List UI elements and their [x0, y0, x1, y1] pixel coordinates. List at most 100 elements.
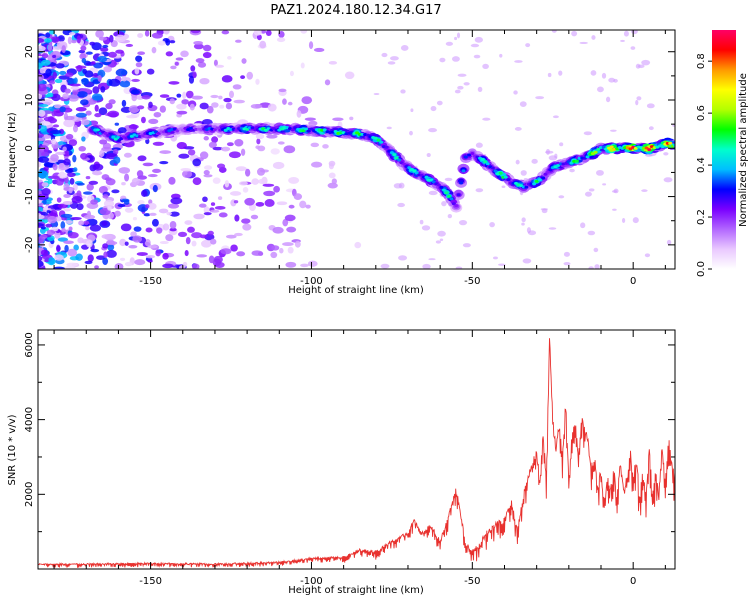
spectrogram-noise-cell	[107, 205, 112, 211]
spectrogram-data	[38, 30, 675, 269]
colorbar-tick-label: 0.6	[696, 105, 707, 121]
spectrogram-x-axis: -150 -100 -50 0	[53, 30, 666, 287]
spectrogram-noise-cell	[519, 101, 527, 108]
colorbar: 0.0 0.2 0.4 0.6 0.8 Normalized spectral ampl…	[696, 30, 749, 277]
spectrogram-noise-cell	[397, 202, 405, 208]
y-tick-label: 6000	[24, 332, 35, 357]
spectrogram-ridge-cell	[483, 160, 488, 164]
spectrogram-noise-cell	[84, 260, 93, 265]
spectrogram-noise-cell	[278, 88, 287, 93]
spectrogram-noise-cell	[136, 252, 148, 257]
spectrogram-noise-cell	[255, 78, 260, 85]
spectrogram-noise-cell	[436, 100, 443, 106]
spectrogram-noise-cell	[266, 134, 278, 139]
spectrogram-noise-cell	[520, 170, 527, 176]
spectrogram-noise-cell	[41, 182, 49, 187]
spectrogram-noise-cell	[83, 220, 90, 226]
spectrogram-ridge-cell	[601, 145, 606, 149]
spectrogram-noise-cell	[439, 57, 446, 63]
spectrogram-noise-cell	[641, 189, 648, 192]
colorbar-tick-label: 0.2	[696, 209, 707, 225]
spectrogram-noise-cell	[635, 63, 641, 69]
spectrogram-noise-cell	[260, 30, 267, 34]
spectrogram-noise-cell	[135, 62, 143, 68]
spectrogram-noise-cell	[226, 142, 234, 147]
spectrogram-noise-cell	[51, 93, 61, 102]
spectrogram-noise-cell	[206, 105, 214, 114]
spectrogram-ridge-cell	[451, 202, 456, 206]
spectrogram-ridge-cell	[647, 148, 652, 152]
spectrogram-noise-cell	[220, 248, 232, 255]
spectrogram-noise-cell	[43, 116, 55, 122]
spectrogram-noise-cell	[89, 41, 96, 46]
spectrogram-ridge-cell	[394, 156, 399, 160]
spectrogram-noise-cell	[159, 94, 170, 98]
spectrogram-noise-cell	[208, 141, 217, 149]
spectrogram-ridge-cell	[454, 204, 459, 208]
spectrogram-noise-cell	[301, 96, 313, 105]
spectrogram-noise-cell	[646, 103, 655, 109]
spectrogram-noise-cell	[169, 227, 177, 232]
spectrogram-noise-cell	[419, 219, 424, 225]
spectrogram-noise-cell	[38, 133, 44, 138]
spectrogram-noise-cell	[593, 247, 599, 253]
spectrogram-noise-cell	[59, 106, 66, 113]
spectrogram-noise-cell	[39, 234, 48, 240]
spectrogram-noise-cell	[170, 65, 177, 70]
spectrogram-noise-cell	[522, 258, 532, 264]
spectrogram-noise-cell	[250, 103, 263, 109]
spectrogram-noise-cell	[253, 30, 262, 36]
spectrogram-noise-cell	[410, 108, 414, 113]
spectrogram-noise-cell	[38, 214, 45, 220]
spectrogram-noise-cell	[52, 71, 57, 79]
spectrogram-noise-cell	[121, 182, 126, 186]
spectrogram-noise-cell	[409, 130, 413, 136]
spectrogram-noise-cell	[525, 43, 531, 48]
spectrogram-noise-cell	[211, 102, 219, 108]
spectrogram-noise-cell	[256, 138, 261, 145]
spectrogram-noise-cell	[63, 158, 71, 166]
spectrogram-noise-cell	[244, 168, 251, 177]
spectrogram-noise-cell	[92, 73, 99, 77]
spectrogram-noise-cell	[498, 263, 506, 266]
spectrogram-noise-cell	[158, 208, 169, 214]
spectrogram-ridge-cell	[263, 128, 268, 132]
spectrogram-noise-cell	[270, 251, 278, 259]
spectrogram-ridge-cell	[543, 172, 548, 176]
spectrogram-noise-cell	[114, 263, 124, 269]
spectrogram-noise-cell	[267, 103, 277, 112]
spectrogram-noise-cell	[141, 189, 148, 197]
spectrogram-noise-cell	[147, 202, 157, 210]
spectrogram-noise-cell	[198, 203, 207, 208]
spectrogram-noise-cell	[228, 151, 241, 159]
spectrogram-noise-cell	[102, 44, 109, 48]
spectrogram-noise-cell	[72, 91, 79, 95]
spectrogram-noise-cell	[398, 182, 405, 189]
spectrogram-noise-cell	[124, 173, 130, 182]
spectrogram-ridge-cell	[111, 135, 116, 139]
spectrogram-noise-cell	[178, 153, 190, 159]
spectrogram-noise-cell	[45, 94, 54, 98]
spectrogram-noise-cell	[40, 120, 51, 126]
spectrogram-noise-cell	[287, 246, 294, 254]
spectrogram-noise-cell	[75, 112, 87, 118]
spectrogram-noise-cell	[153, 111, 162, 118]
spectrogram-noise-cell	[92, 86, 100, 94]
spectrogram-noise-cell	[144, 30, 150, 37]
spectrogram-noise-cell	[169, 98, 175, 105]
spectrogram-noise-cell	[197, 61, 207, 68]
x-tick-label: -100	[300, 276, 323, 287]
spectrogram-noise-cell	[38, 104, 49, 108]
spectrogram-noise-cell	[212, 258, 222, 267]
spectrogram-noise-cell	[174, 61, 179, 66]
spectrogram-noise-cell	[439, 238, 444, 242]
spectrogram-noise-cell	[220, 146, 231, 152]
spectrogram-noise-cell	[147, 259, 153, 263]
spectrogram-noise-cell	[71, 196, 83, 204]
spectrogram-noise-cell	[242, 187, 249, 193]
spectrogram-ridge-cell	[480, 157, 485, 161]
spectrogram-ridge-cell	[524, 185, 529, 189]
spectrogram-noise-cell	[435, 240, 442, 244]
spectrogram-noise-cell	[71, 39, 77, 44]
spectrogram-noise-cell	[621, 218, 626, 224]
